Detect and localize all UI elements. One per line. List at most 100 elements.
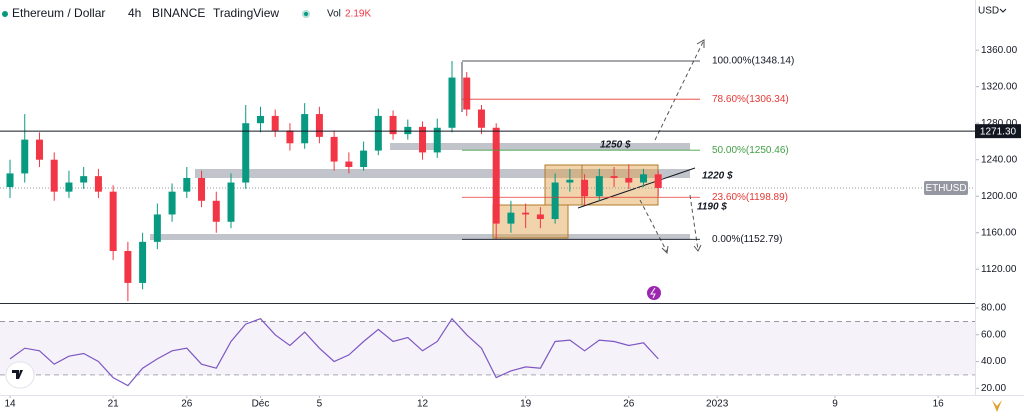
annotation: 1190 $ [697, 202, 727, 213]
candle-body [242, 123, 250, 183]
support-zone [390, 143, 690, 150]
y-tick-label: 1320.00 [981, 81, 1018, 92]
annotation: 1220 $ [702, 171, 733, 182]
price-tag-bg [975, 124, 1021, 139]
candle-body [625, 177, 633, 183]
support-zone [150, 234, 690, 240]
y-tick-label: 80.00 [981, 303, 1006, 314]
candle-body [654, 174, 662, 189]
candle-body [94, 176, 102, 192]
candle-body [463, 77, 471, 110]
fib-label: 78.60%(1306.34) [712, 94, 789, 105]
candle-body [256, 115, 264, 124]
candle-body [227, 182, 235, 222]
rsi-line [9, 317, 659, 387]
volume-value: 2.19K [345, 9, 371, 20]
symbol-tag-bg [924, 181, 968, 195]
candle-body [124, 250, 132, 283]
support-zone [195, 169, 690, 178]
candle-body [109, 191, 117, 251]
x-tick-label: 26 [181, 399, 193, 410]
candle-body [212, 200, 220, 222]
candle-body [389, 115, 397, 135]
candle-body [610, 176, 618, 178]
candle-body [536, 214, 544, 220]
y-tick-label: 20.00 [981, 383, 1006, 394]
currency-dropdown[interactable] [999, 8, 1007, 13]
symbol-title: Ethereum / Dollar [12, 6, 105, 20]
x-tick-label: 2023 [706, 399, 729, 410]
plot: 1360.001320.001280.001240.001200.001160.… [0, 45, 1018, 410]
candle-body [271, 115, 279, 131]
candle-body [286, 130, 294, 144]
candle-body [21, 139, 29, 174]
candle-body [374, 115, 382, 151]
candle-body [448, 77, 456, 128]
y-tick-label: 1360.00 [981, 45, 1018, 56]
candle-body [198, 177, 206, 201]
candle-body [6, 173, 14, 188]
candle-body [345, 161, 353, 168]
status-dot [2, 11, 8, 17]
candle-body [433, 127, 441, 153]
market-dot [304, 12, 308, 16]
x-tick-label: Déc [252, 399, 270, 410]
rsi-band [0, 321, 975, 375]
x-tick-label: 5 [317, 399, 323, 410]
y-tick-label: 1200.00 [981, 191, 1018, 202]
y-tick-label: 40.00 [981, 356, 1006, 367]
candle-body [507, 212, 515, 224]
x-tick-label: 21 [108, 399, 120, 410]
candle-body [640, 174, 648, 183]
y-tick-label: 1120.00 [981, 264, 1017, 275]
fib-label: 100.00%(1348.14) [712, 56, 794, 67]
y-tick-label: 1240.00 [981, 154, 1018, 165]
x-tick-label: 16 [933, 399, 945, 410]
currency[interactable]: USD [978, 6, 999, 17]
y-tick-label: 1280.00 [981, 118, 1018, 129]
exchange: BINANCE [152, 6, 205, 20]
candle-body [153, 214, 161, 242]
fib-label: 23.60%(1198.89) [712, 192, 788, 203]
candle-body [168, 191, 176, 215]
candle-body [139, 241, 147, 283]
candle-body [419, 126, 427, 153]
volume-label: Vol [327, 9, 341, 20]
fib-label: 50.00%(1250.46) [712, 145, 789, 156]
candle-body [80, 176, 88, 183]
candle-body [522, 212, 530, 215]
x-tick-label: 19 [520, 399, 532, 410]
annotation: 1250 $ [600, 140, 631, 151]
arrow-heads [661, 39, 705, 255]
candle-body [183, 177, 191, 192]
tv-logo-glyph [12, 370, 23, 379]
y-tick-label: 60.00 [981, 329, 1006, 340]
candle-body [35, 139, 43, 160]
candle-body [50, 159, 58, 192]
fox-icon[interactable] [992, 400, 1002, 412]
candle-body [404, 126, 412, 135]
candle-body [595, 176, 603, 197]
candle-body [492, 127, 500, 224]
x-tick-label: 9 [832, 399, 838, 410]
candle-body [566, 179, 574, 183]
candle-body [65, 182, 73, 192]
fib-label: 0.00%(1152.79) [712, 234, 782, 245]
candle-body [301, 114, 309, 144]
event-icon-glyph [650, 287, 656, 299]
y-tick-label: 1160.00 [981, 227, 1017, 238]
interval: 4h [128, 6, 141, 20]
candle-body [330, 136, 338, 162]
source: TradingView [213, 6, 279, 20]
candle-body [477, 109, 485, 128]
candle-body [315, 114, 323, 137]
x-tick-label: 12 [417, 399, 429, 410]
candle-body [581, 179, 589, 197]
projection-arrows [639, 41, 704, 253]
candle-body [360, 150, 368, 168]
price-tag: 1271.30 [980, 126, 1017, 137]
event-icon[interactable] [647, 286, 661, 300]
x-tick-label: 14 [4, 399, 16, 410]
